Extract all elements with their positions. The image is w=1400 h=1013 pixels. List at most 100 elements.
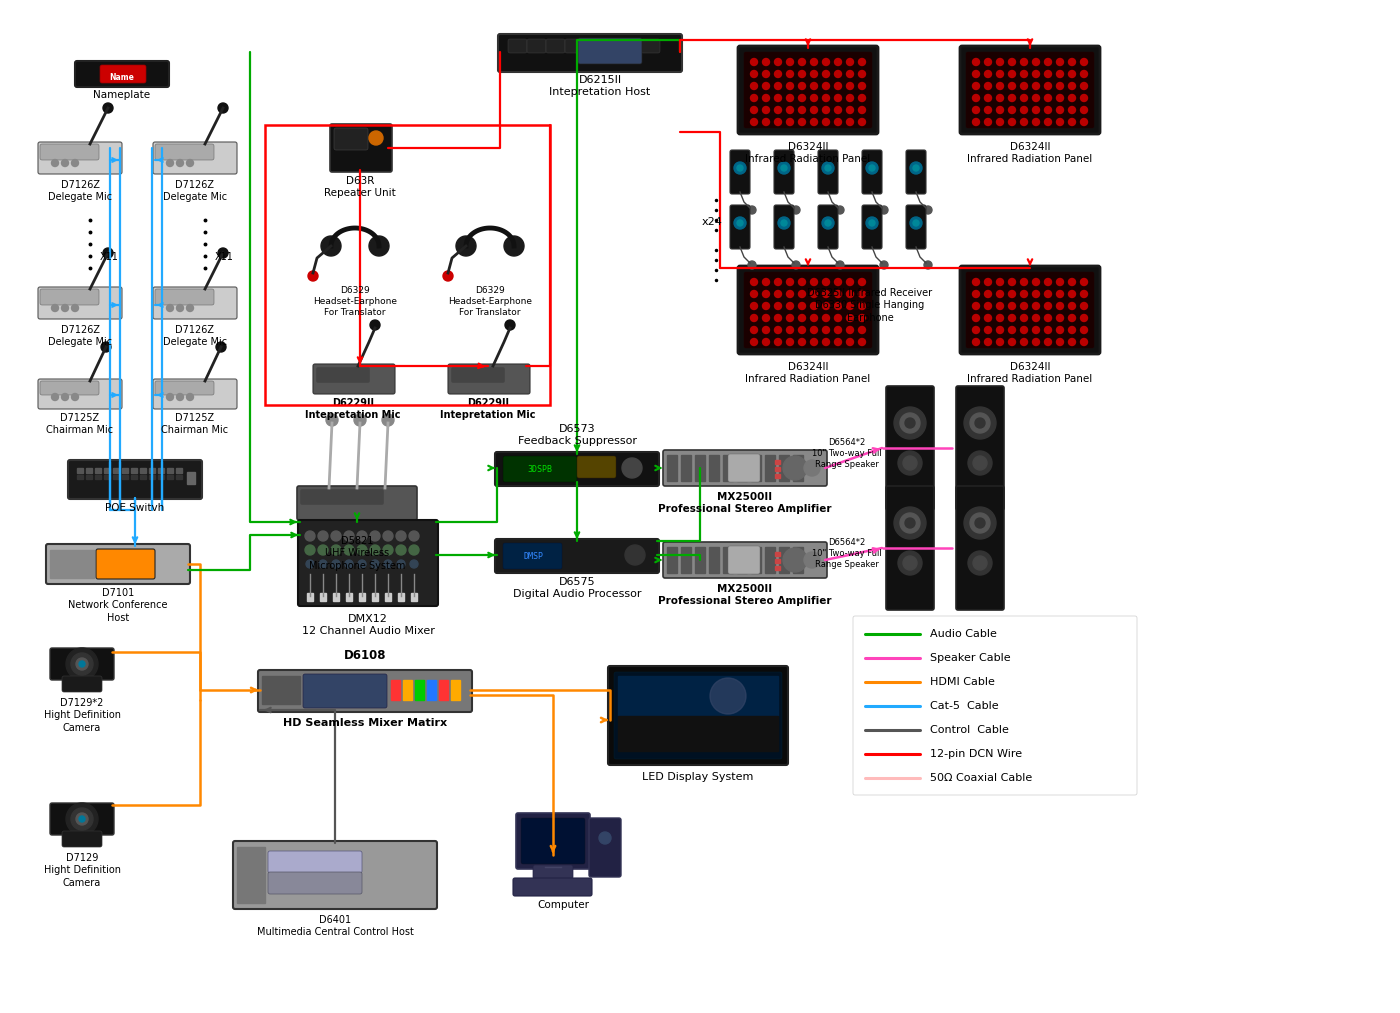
- Circle shape: [218, 103, 228, 113]
- Circle shape: [834, 279, 841, 286]
- Circle shape: [804, 552, 820, 568]
- Circle shape: [974, 518, 986, 528]
- Circle shape: [834, 106, 841, 113]
- Circle shape: [787, 94, 794, 101]
- Circle shape: [318, 545, 328, 555]
- Circle shape: [1033, 82, 1039, 89]
- FancyBboxPatch shape: [316, 367, 370, 383]
- Bar: [50, 550, 94, 578]
- Circle shape: [881, 206, 888, 214]
- Circle shape: [370, 545, 379, 555]
- Text: D6229II
Intepretation Mic: D6229II Intepretation Mic: [440, 398, 536, 420]
- Circle shape: [1044, 326, 1051, 333]
- Text: D5821
UHF Wireless
Microphone System: D5821 UHF Wireless Microphone System: [309, 536, 405, 570]
- FancyBboxPatch shape: [960, 266, 1100, 354]
- Circle shape: [1057, 106, 1064, 113]
- Circle shape: [1081, 291, 1088, 298]
- Circle shape: [778, 217, 790, 229]
- Circle shape: [834, 71, 841, 78]
- Circle shape: [798, 279, 805, 286]
- Circle shape: [823, 59, 829, 66]
- Circle shape: [1044, 291, 1051, 298]
- Bar: [617, 676, 778, 716]
- FancyBboxPatch shape: [46, 544, 190, 585]
- Circle shape: [984, 71, 991, 78]
- Text: D7129
Hight Definition
Camera: D7129 Hight Definition Camera: [43, 853, 120, 887]
- Circle shape: [1033, 119, 1039, 126]
- FancyBboxPatch shape: [641, 38, 659, 53]
- Text: Name: Name: [109, 73, 134, 81]
- Circle shape: [101, 342, 111, 352]
- Circle shape: [384, 545, 393, 555]
- Circle shape: [869, 220, 875, 226]
- Bar: [77, 475, 83, 479]
- Circle shape: [825, 165, 832, 171]
- Circle shape: [792, 261, 799, 269]
- Circle shape: [997, 106, 1004, 113]
- Circle shape: [774, 82, 781, 89]
- Circle shape: [858, 94, 865, 101]
- Bar: [722, 455, 734, 481]
- Circle shape: [974, 418, 986, 428]
- Circle shape: [913, 165, 918, 171]
- Text: DMSP: DMSP: [524, 551, 543, 560]
- Circle shape: [321, 236, 342, 256]
- Circle shape: [763, 303, 770, 310]
- Circle shape: [52, 305, 59, 312]
- Circle shape: [62, 159, 69, 166]
- Circle shape: [599, 832, 610, 844]
- Bar: [176, 475, 182, 479]
- Bar: [680, 547, 692, 573]
- Bar: [346, 593, 351, 601]
- Circle shape: [78, 816, 85, 822]
- FancyBboxPatch shape: [297, 486, 417, 520]
- Circle shape: [66, 648, 98, 680]
- Circle shape: [858, 119, 865, 126]
- Circle shape: [869, 165, 875, 171]
- Circle shape: [798, 338, 805, 345]
- Bar: [694, 547, 706, 573]
- Bar: [113, 468, 119, 473]
- Text: D7126Z
Delegate Mic: D7126Z Delegate Mic: [162, 180, 227, 203]
- Circle shape: [997, 119, 1004, 126]
- Circle shape: [332, 560, 340, 568]
- Circle shape: [834, 291, 841, 298]
- Circle shape: [748, 261, 756, 269]
- Circle shape: [167, 305, 174, 312]
- FancyBboxPatch shape: [302, 674, 386, 708]
- Circle shape: [1057, 59, 1064, 66]
- Circle shape: [997, 82, 1004, 89]
- Circle shape: [1044, 314, 1051, 321]
- Circle shape: [973, 119, 980, 126]
- FancyBboxPatch shape: [498, 34, 682, 72]
- Circle shape: [970, 513, 990, 533]
- Circle shape: [823, 106, 829, 113]
- Circle shape: [1068, 338, 1075, 345]
- Bar: [776, 559, 780, 563]
- Circle shape: [344, 531, 354, 541]
- Text: D6573
Feedback Suppressor: D6573 Feedback Suppressor: [518, 423, 637, 446]
- Bar: [265, 125, 550, 405]
- Text: 3DSPB: 3DSPB: [528, 465, 553, 473]
- Circle shape: [1008, 119, 1015, 126]
- Circle shape: [834, 303, 841, 310]
- FancyBboxPatch shape: [603, 38, 622, 53]
- Text: D7126Z
Delegate Mic: D7126Z Delegate Mic: [48, 180, 112, 203]
- FancyBboxPatch shape: [966, 272, 1093, 348]
- Text: HD Seamless Mixer Matirx: HD Seamless Mixer Matirx: [283, 718, 447, 728]
- Circle shape: [410, 560, 419, 568]
- Circle shape: [1081, 303, 1088, 310]
- Circle shape: [1033, 326, 1039, 333]
- Text: X11: X11: [216, 252, 234, 262]
- Circle shape: [344, 545, 354, 555]
- Bar: [708, 455, 720, 481]
- Circle shape: [787, 291, 794, 298]
- Bar: [132, 468, 137, 473]
- Circle shape: [858, 59, 865, 66]
- Circle shape: [1044, 338, 1051, 345]
- Circle shape: [825, 220, 832, 226]
- Circle shape: [965, 407, 995, 439]
- Text: D6329
Headset-Earphone
For Translator: D6329 Headset-Earphone For Translator: [448, 286, 532, 317]
- Circle shape: [176, 159, 183, 166]
- Circle shape: [895, 407, 925, 439]
